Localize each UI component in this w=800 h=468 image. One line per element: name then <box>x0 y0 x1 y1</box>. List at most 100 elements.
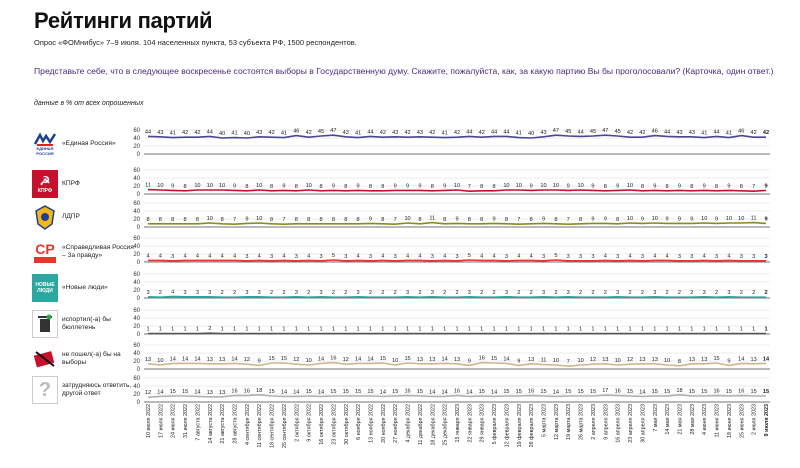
data-label: 43 <box>689 130 695 136</box>
row-label-text: «Справедливая Россия – За правду» <box>62 244 134 259</box>
y-tick-label: 60 <box>133 236 140 242</box>
x-tick-label: 14 мая 2023 <box>665 404 671 435</box>
data-label: 9 <box>171 183 174 189</box>
y-tick-label: 40 <box>133 384 140 390</box>
data-label: 10 <box>553 358 559 364</box>
data-label: 10 <box>256 216 262 222</box>
data-label: 4 <box>530 253 533 259</box>
data-label: 4 <box>159 253 162 259</box>
data-label: 1 <box>332 327 335 333</box>
data-label: 8 <box>319 217 322 223</box>
y-tick-label: 60 <box>133 168 140 174</box>
data-label: 3 <box>567 254 570 260</box>
y-tick-label: 0 <box>137 332 141 338</box>
data-label: 42 <box>429 130 435 136</box>
data-label: 1 <box>641 327 644 333</box>
data-label: 3 <box>431 290 434 296</box>
data-label: 2 <box>480 290 483 296</box>
data-label: 13 <box>145 357 151 363</box>
data-label: 3 <box>357 290 360 296</box>
data-label: 8 <box>357 217 360 223</box>
data-label: 42 <box>763 130 769 136</box>
x-tick-label: 30 апреля 2023 <box>640 404 646 443</box>
data-label: 9 <box>641 216 644 222</box>
data-label: 10 <box>219 183 225 189</box>
data-label: 8 <box>431 184 434 190</box>
x-tick-label: 4 декабря 2022 <box>406 404 412 443</box>
data-label: 10 <box>157 358 163 364</box>
data-label: 43 <box>157 130 163 136</box>
data-label: 5 <box>332 253 335 259</box>
data-label: 1 <box>579 327 582 333</box>
data-label: 3 <box>703 290 706 296</box>
data-label: 8 <box>554 217 557 223</box>
data-label: 10 <box>701 216 707 222</box>
y-tick-label: 40 <box>133 351 140 357</box>
data-label: 14 <box>182 356 188 362</box>
data-label: 40 <box>528 131 534 137</box>
sr-logo-text: СР <box>35 241 55 257</box>
data-label: 2 <box>678 290 681 296</box>
data-label: 9 <box>715 216 718 222</box>
x-tick-label: 25 июня 2023 <box>739 404 745 438</box>
data-label: 9 <box>666 216 669 222</box>
data-label: 16 <box>479 356 485 362</box>
x-tick-label: 26 марта 2023 <box>579 404 585 440</box>
data-label: 8 <box>245 184 248 190</box>
units-note: данные в % от всех опрошенных <box>34 100 144 107</box>
data-label: 1 <box>752 327 755 333</box>
data-label: 8 <box>369 184 372 190</box>
data-label: 4 <box>443 253 446 259</box>
data-label: 14 <box>763 356 770 362</box>
data-label: 4 <box>171 289 174 295</box>
data-label: 9 <box>690 216 693 222</box>
data-label: 4 <box>221 253 224 259</box>
data-label: 10 <box>738 216 744 222</box>
data-label: 1 <box>307 327 310 333</box>
data-label: 14 <box>170 356 176 362</box>
data-label: 1 <box>146 327 149 333</box>
data-label: 3 <box>616 254 619 260</box>
data-label: 8 <box>184 217 187 223</box>
data-label: 3 <box>184 290 187 296</box>
survey-subtitle: Опрос «ФОМнибус» 7–9 июля. 104 населенны… <box>34 38 357 47</box>
data-label: 1 <box>394 327 397 333</box>
data-label: 44 <box>664 129 670 135</box>
data-label: 1 <box>344 327 347 333</box>
data-label: 9 <box>591 183 594 189</box>
y-tick-label: 60 <box>133 272 140 278</box>
x-tick-label: 28 августа 2022 <box>233 404 239 444</box>
y-tick-label: 40 <box>133 316 140 322</box>
x-tick-label: 10 июля 2022 <box>146 404 152 438</box>
y-tick-label: 20 <box>133 392 140 398</box>
data-label: 4 <box>727 253 730 259</box>
data-label: 41 <box>355 131 361 137</box>
data-label: 16 <box>244 389 250 395</box>
data-label: 41 <box>442 131 448 137</box>
data-label: 14 <box>738 356 744 362</box>
data-label: 2 <box>628 290 631 296</box>
y-tick-label: 0 <box>137 192 141 198</box>
data-label: 14 <box>442 356 448 362</box>
data-label: 14 <box>355 356 361 362</box>
data-label: 8 <box>505 217 508 223</box>
data-label: 3 <box>505 290 508 296</box>
data-label: 2 <box>381 290 384 296</box>
data-label: 1 <box>258 327 261 333</box>
data-label: 45 <box>590 129 596 135</box>
data-label: 1 <box>171 327 174 333</box>
y-tick-label: 0 <box>137 152 141 158</box>
data-label: 14 <box>466 389 472 395</box>
data-label: 13 <box>454 357 460 363</box>
data-label: 41 <box>231 131 237 137</box>
row-label-kprf: ☭ КПРФ КПРФ <box>32 166 134 202</box>
x-tick-label: 23 апреля 2023 <box>628 404 634 443</box>
data-label: 10 <box>577 358 583 364</box>
data-label: 15 <box>343 389 349 395</box>
x-tick-label: 29 января 2023 <box>480 404 486 443</box>
data-label: 2 <box>591 290 594 296</box>
data-label: 41 <box>281 131 287 137</box>
data-label: 1 <box>282 327 285 333</box>
data-label: 9 <box>418 183 421 189</box>
data-label: 4 <box>418 253 421 259</box>
